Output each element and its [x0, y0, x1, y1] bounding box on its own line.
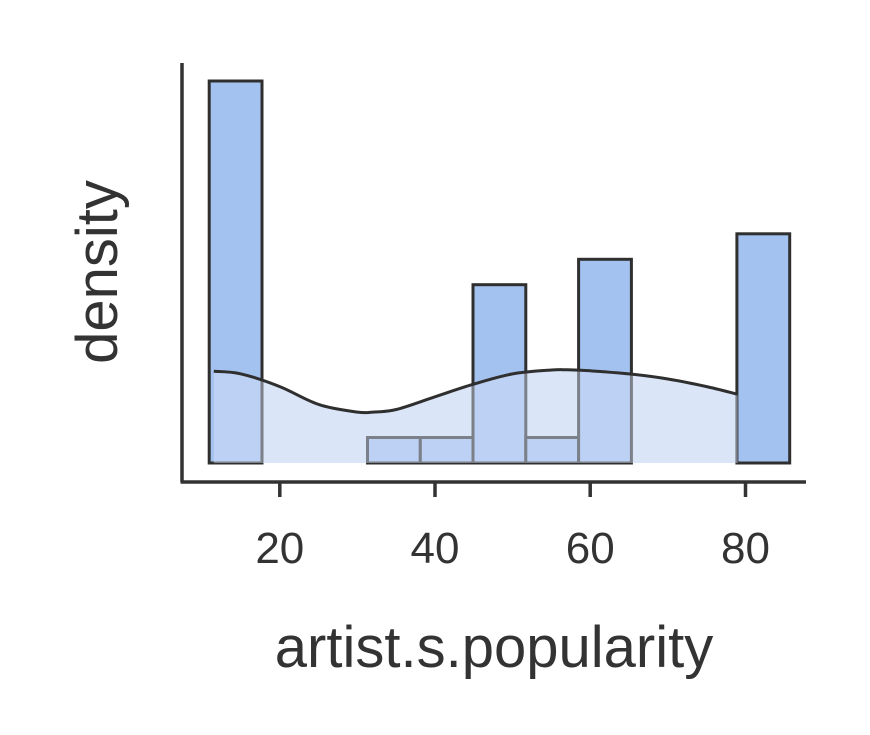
histogram-bar	[735, 232, 792, 465]
x-axis-label: artist.s.popularity	[275, 615, 713, 680]
density-curve-overlay	[213, 369, 738, 463]
histogram-bar	[524, 436, 581, 465]
x-tick-label: 20	[255, 524, 304, 573]
x-axis-ticks: 20 40 60 80	[255, 482, 770, 573]
histogram-bar	[366, 436, 422, 465]
histogram-bars	[207, 79, 792, 465]
x-tick-label: 40	[411, 524, 460, 573]
y-axis-label: density	[65, 180, 130, 364]
density-curve-line	[213, 368, 739, 415]
histogram-bar	[207, 79, 264, 465]
plot-area	[207, 79, 792, 465]
x-tick-label: 80	[721, 524, 770, 573]
x-tick-label: 60	[566, 524, 615, 573]
histogram-bar	[577, 257, 633, 465]
